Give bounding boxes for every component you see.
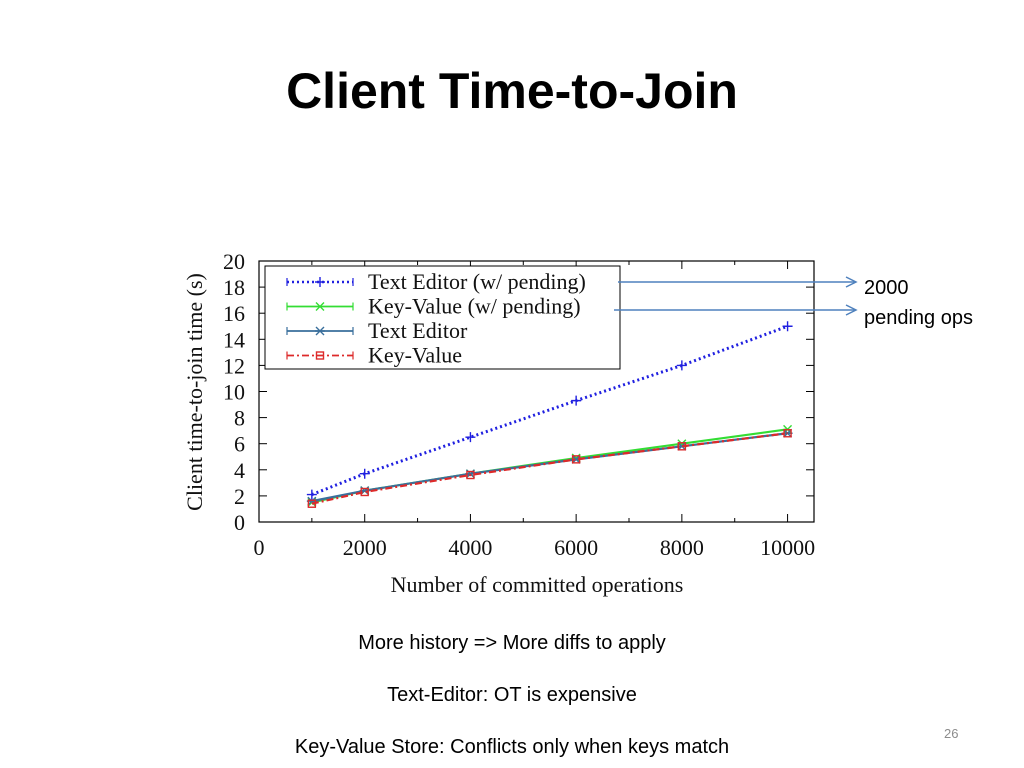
y-tick-label: 0 <box>234 510 245 535</box>
data-point <box>676 360 687 371</box>
y-tick-label: 14 <box>223 327 245 352</box>
bullet-text-editor: Text-Editor: OT is expensive <box>387 684 637 706</box>
legend-marker <box>315 326 325 336</box>
x-tick-label: 4000 <box>448 535 492 560</box>
legend-marker <box>315 277 325 287</box>
annotation-label: 2000 pending ops <box>864 273 973 333</box>
annotation-arrowhead-bottom <box>845 304 858 316</box>
x-tick-label: 10000 <box>760 535 815 560</box>
data-point <box>677 442 687 451</box>
annotation-line-1: 2000 <box>864 277 909 299</box>
data-point <box>359 468 370 479</box>
legend-label: Text Editor (w/ pending) <box>368 269 586 294</box>
series-2 <box>307 424 793 507</box>
x-tick-label: 2000 <box>343 535 387 560</box>
data-point <box>571 455 581 464</box>
y-tick-label: 18 <box>223 275 245 300</box>
chart-legend: Text Editor (w/ pending)Key-Value (w/ pe… <box>264 265 621 370</box>
legend-marker <box>315 302 325 311</box>
legend-label: Key-Value <box>368 343 462 368</box>
data-point <box>465 432 476 443</box>
series-1 <box>306 321 793 500</box>
y-tick-label: 12 <box>223 353 245 378</box>
data-point <box>307 499 317 508</box>
data-point <box>571 395 582 406</box>
y-tick-label: 10 <box>223 380 245 405</box>
series-line <box>311 432 788 505</box>
annotation-line-2: pending ops <box>864 307 973 329</box>
legend-item: Text Editor <box>286 318 468 343</box>
page-number: 26 <box>944 726 959 741</box>
legend-item: Key-Value <box>286 343 462 368</box>
series-line <box>311 324 789 496</box>
y-tick-label: 8 <box>234 406 245 431</box>
x-tick-label: 6000 <box>554 535 598 560</box>
bullet-history: More history => More diffs to apply <box>358 632 666 654</box>
y-tick-label: 2 <box>234 484 245 509</box>
y-tick-label: 4 <box>234 458 245 483</box>
data-point <box>466 470 475 480</box>
x-tick-label: 8000 <box>660 535 704 560</box>
chart-series <box>306 321 793 508</box>
y-tick-label: 20 <box>223 249 245 274</box>
bullet-key-value: Key-Value Store: Conflicts only when key… <box>294 736 730 758</box>
annotation-arrowhead-top <box>845 276 858 288</box>
legend-item: Text Editor (w/ pending) <box>286 269 586 294</box>
legend-marker <box>315 351 325 360</box>
series-3 <box>306 428 793 506</box>
data-point <box>782 321 793 332</box>
legend-item: Key-Value (w/ pending) <box>286 294 581 319</box>
x-tick-label: 0 <box>254 535 265 560</box>
annotation-arrows <box>614 276 858 316</box>
data-point <box>306 489 317 500</box>
legend-label: Key-Value (w/ pending) <box>368 294 581 319</box>
slide-title: Client Time-to-Join <box>286 63 738 119</box>
y-tick-label: 6 <box>234 432 245 457</box>
legend-label: Text Editor <box>368 318 468 343</box>
data-point <box>783 429 792 438</box>
y-tick-label: 16 <box>223 301 245 326</box>
y-axis-label: Client time-to-join time (s) <box>182 273 207 511</box>
data-point <box>360 487 369 497</box>
series-4 <box>307 429 792 508</box>
x-axis-label: Number of committed operations <box>391 572 684 597</box>
